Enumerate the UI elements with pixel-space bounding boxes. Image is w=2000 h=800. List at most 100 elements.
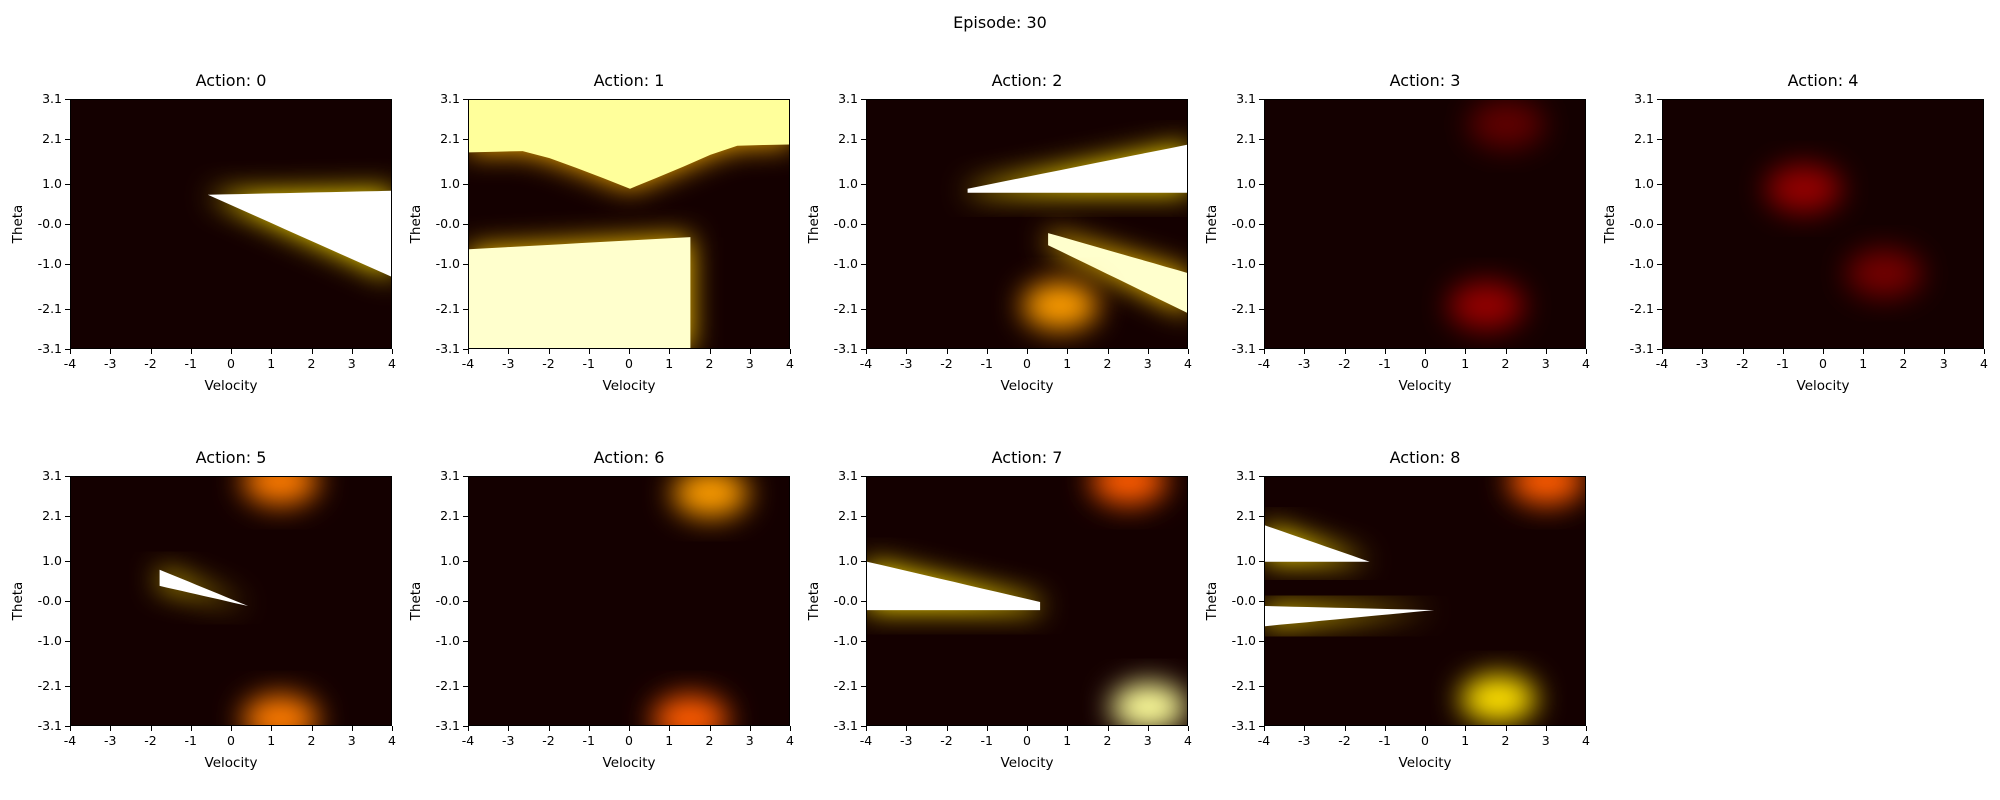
x-tick-label: 4 [1582, 733, 1590, 748]
x-tick-label: -1 [184, 356, 197, 371]
x-axis-label: Velocity [204, 378, 258, 394]
y-tick-mark [463, 476, 468, 477]
x-tick-mark [110, 349, 112, 354]
y-tick-mark [1657, 139, 1662, 141]
x-tick-label: -2 [144, 356, 157, 371]
y-tick-mark [65, 476, 70, 477]
x-tick-mark [1782, 349, 1784, 354]
heatmap-area [1264, 99, 1586, 349]
x-tick-mark [508, 726, 510, 731]
x-tick-mark [709, 726, 711, 731]
y-tick-mark [861, 641, 866, 643]
x-tick-label: -2 [1338, 733, 1351, 748]
x-tick-label: 2 [1501, 733, 1510, 748]
x-tick-mark [946, 726, 948, 731]
y-tick-label: -1.0 [435, 633, 460, 649]
heatmap-panel: Action: 0 3.1 2.1 1.0 -0.0 -1.0 -2.1 -3.1 -4 -3 -2… [10, 71, 396, 394]
y-axis-label: Theta [806, 204, 822, 244]
x-tick-mark [1465, 726, 1467, 731]
y-tick-mark [1259, 560, 1264, 562]
y-tick-label: 2.1 [1236, 131, 1256, 147]
y-tick-mark [861, 685, 866, 687]
y-tick-mark [861, 476, 866, 477]
y-tick-label: 3.1 [42, 468, 62, 483]
heatmap-svg [71, 477, 391, 725]
x-tick-mark [1662, 349, 1663, 354]
x-tick-label: -3 [1298, 733, 1311, 748]
y-tick-mark [1259, 601, 1264, 602]
heatmap-panel: Action: 3 3.1 2.1 1.0 -0.0 -1.0 -2.1 -3.1 -4 -3 -2… [1204, 71, 1590, 394]
heatmap-region [1508, 477, 1585, 506]
y-tick-mark [1259, 476, 1264, 477]
y-tick-label: -2.1 [1231, 677, 1256, 693]
y-tick-label: -0.0 [435, 593, 460, 608]
y-tick-label: -2.1 [435, 300, 460, 316]
heatmap-region [652, 694, 729, 725]
x-axis-label: Velocity [1000, 755, 1054, 771]
x-tick-label: 1 [267, 356, 276, 371]
x-tick-mark [588, 349, 590, 354]
x-tick-mark [1943, 349, 1945, 354]
y-tick-label: -3.1 [37, 718, 62, 733]
heatmap-region [867, 561, 1041, 611]
x-tick-mark [70, 726, 71, 731]
x-tick-label: 4 [1980, 356, 1988, 371]
y-tick-label: -3.1 [833, 341, 858, 356]
x-tick-mark [110, 726, 112, 731]
x-tick-mark [150, 349, 152, 354]
heatmap-panel: Action: 5 3.1 2.1 1.0 -0.0 -1.0 -2.1 -3.1 -4 -3 -2… [10, 448, 396, 771]
y-tick-mark [861, 349, 866, 350]
y-tick-mark [463, 139, 468, 141]
x-tick-label: 3 [1939, 356, 1948, 371]
y-tick-label: -0.0 [1231, 216, 1256, 231]
y-tick-mark [65, 264, 70, 266]
y-tick-label: -0.0 [37, 593, 62, 608]
y-tick-label: 1.0 [838, 175, 858, 191]
x-tick-mark [70, 349, 71, 354]
x-axis-label: Velocity [1398, 378, 1452, 394]
y-tick-label: 3.1 [1634, 91, 1654, 106]
y-axis-label: Theta [1204, 581, 1220, 621]
heatmap-region [1048, 233, 1187, 313]
x-tick-label: 1 [665, 356, 674, 371]
y-tick-label: 1.0 [1236, 552, 1256, 568]
x-tick-label: 2 [1103, 356, 1112, 371]
x-tick-mark [1147, 726, 1149, 731]
x-tick-label: -2 [940, 733, 953, 748]
heatmap-panel: Action: 8 3.1 2.1 1.0 -0.0 -1.0 -2.1 -3.1 -4 -3 -2… [1204, 448, 1590, 771]
x-tick-mark [749, 726, 751, 731]
x-tick-label: -1 [980, 356, 993, 371]
x-tick-label: -4 [1655, 356, 1669, 371]
y-tick-label: 2.1 [1236, 508, 1256, 524]
y-tick-mark [1259, 516, 1264, 518]
x-axis-label: Velocity [602, 755, 656, 771]
x-tick-mark [1304, 726, 1306, 731]
x-axis-label: Velocity [1796, 378, 1850, 394]
x-tick-label: -3 [900, 733, 913, 748]
x-tick-label: -2 [144, 733, 157, 748]
heatmap-panel: Action: 7 3.1 2.1 1.0 -0.0 -1.0 -2.1 -3.1 -4 -3 -2… [806, 448, 1192, 771]
y-tick-label: -2.1 [37, 677, 62, 693]
y-axis-label: Theta [10, 581, 26, 621]
x-tick-label: -4 [461, 733, 475, 748]
y-tick-label: 2.1 [1634, 131, 1654, 147]
y-tick-mark [1657, 183, 1662, 185]
heatmap-region [1265, 525, 1370, 562]
y-tick-label: -3.1 [1231, 341, 1256, 356]
x-tick-mark [1384, 726, 1386, 731]
y-tick-label: 1.0 [440, 552, 460, 568]
y-tick-label: 2.1 [838, 131, 858, 147]
y-tick-label: -2.1 [833, 300, 858, 316]
y-tick-mark [65, 560, 70, 562]
y-tick-mark [65, 139, 70, 141]
x-tick-mark [1067, 349, 1069, 354]
y-tick-mark [861, 224, 866, 225]
y-tick-label: 3.1 [42, 91, 62, 106]
y-tick-mark [861, 183, 866, 185]
y-tick-label: -2.1 [435, 677, 460, 693]
x-tick-label: -3 [1696, 356, 1709, 371]
x-tick-mark [1384, 349, 1386, 354]
x-tick-mark [588, 726, 590, 731]
y-tick-mark [463, 685, 468, 687]
y-tick-label: 1.0 [1236, 175, 1256, 191]
